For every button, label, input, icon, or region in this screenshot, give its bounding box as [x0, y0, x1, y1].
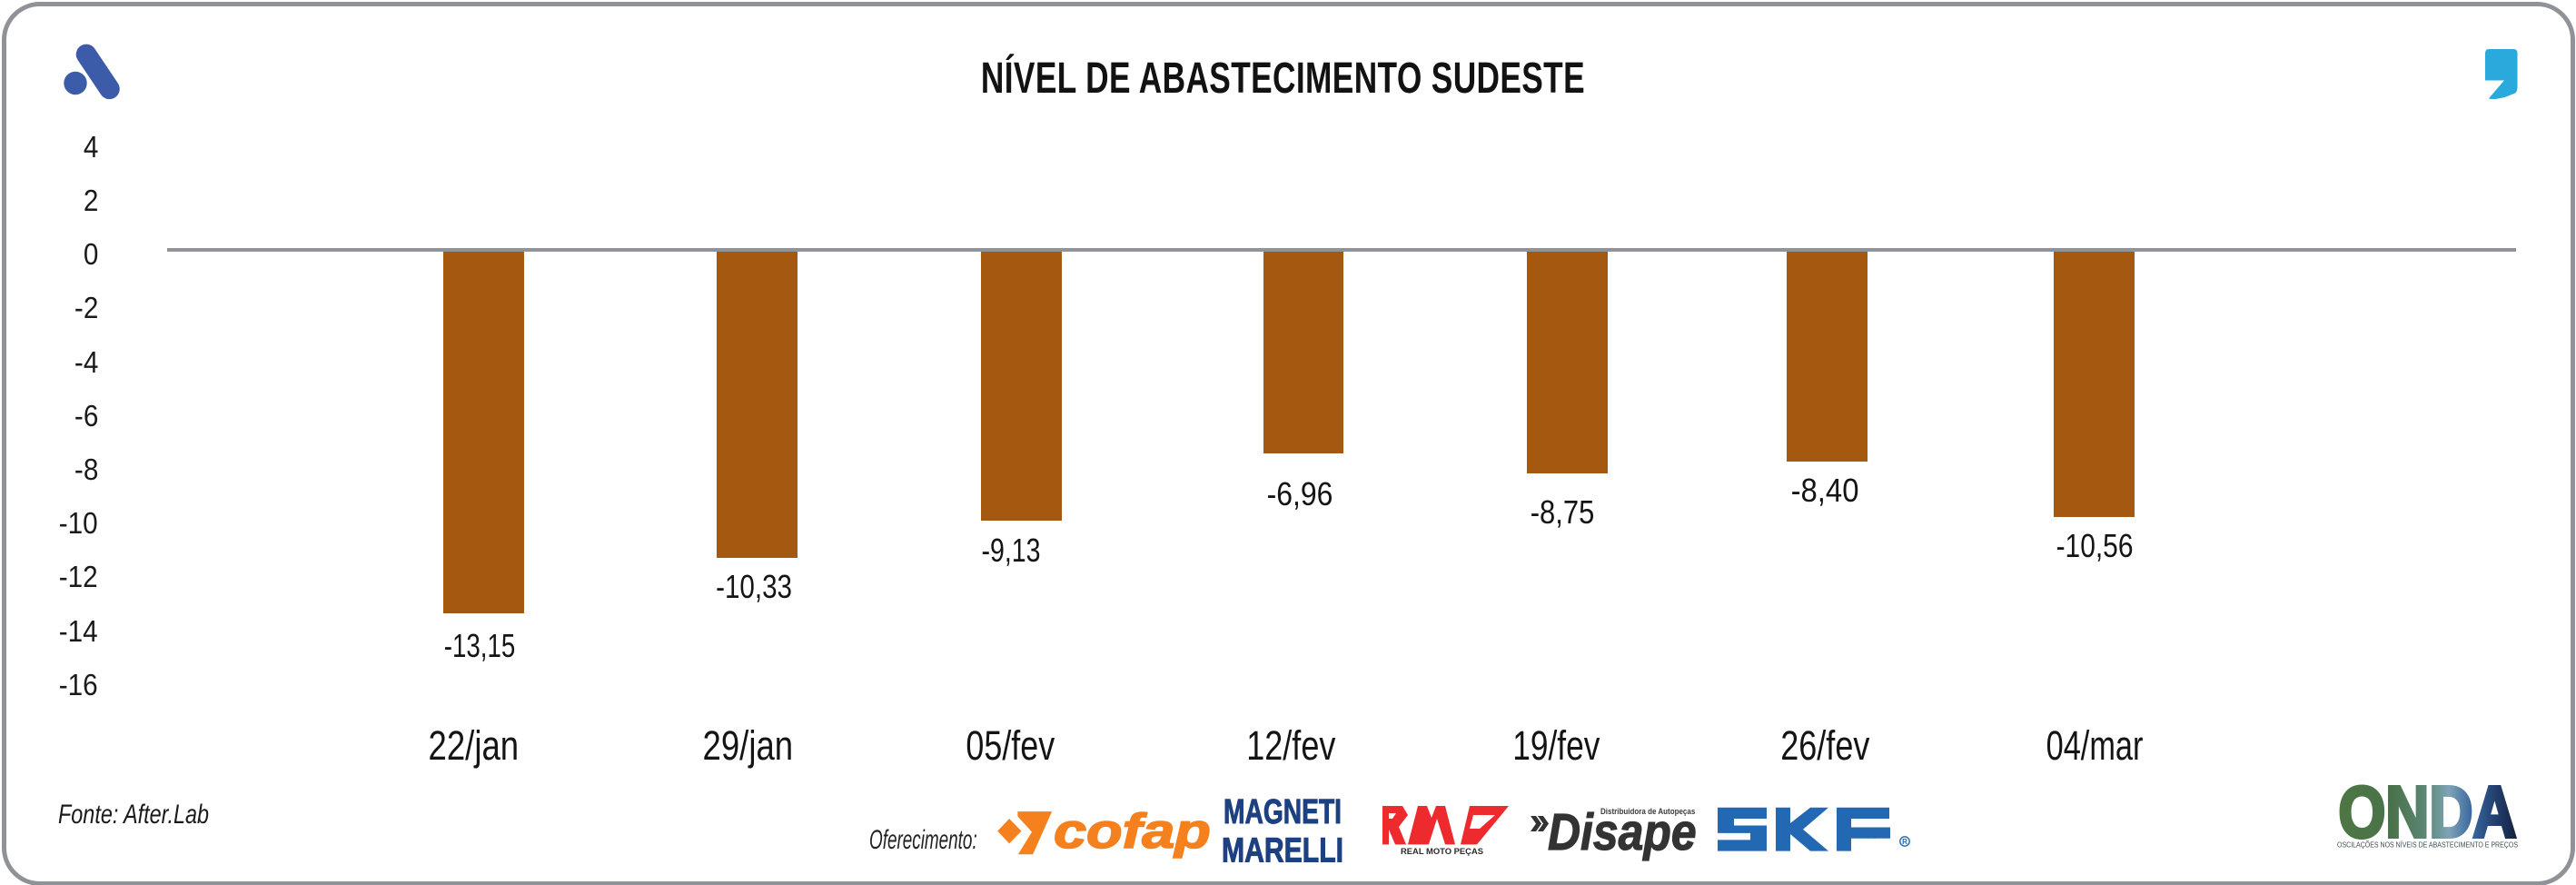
- svg-text:R: R: [1902, 838, 1907, 846]
- svg-text:MARELLI: MARELLI: [1222, 832, 1343, 870]
- svg-text:MAGNETI: MAGNETI: [1224, 793, 1342, 831]
- svg-text:ONDA: ONDA: [2339, 777, 2517, 852]
- svg-text:REAL MOTO PEÇAS: REAL MOTO PEÇAS: [1401, 847, 1483, 856]
- svg-text:OSCILAÇÕES NOS NÍVEIS DE ABAST: OSCILAÇÕES NOS NÍVEIS DE ABASTECIMENTO E…: [2337, 841, 2518, 850]
